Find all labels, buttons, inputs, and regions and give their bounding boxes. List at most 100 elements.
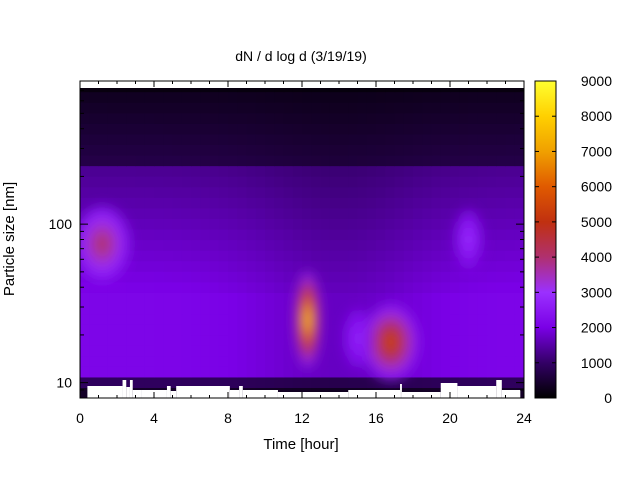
heatmap-cell	[283, 102, 294, 114]
heatmap-cell	[98, 102, 109, 114]
heatmap-cell	[181, 366, 192, 378]
heatmap-cell	[440, 345, 451, 357]
heatmap-cell	[431, 271, 442, 283]
heatmap-cell	[89, 366, 100, 378]
heatmap-cell	[487, 165, 497, 177]
heatmap-cell	[339, 88, 349, 93]
heatmap-cell	[477, 91, 488, 103]
heatmap-cell	[311, 186, 322, 198]
x-tick-label: 4	[150, 410, 158, 426]
heatmap-cell	[265, 302, 275, 315]
heatmap-cell	[514, 366, 524, 378]
heatmap-cell	[265, 345, 275, 357]
heatmap-cell	[209, 165, 220, 177]
heatmap-cell	[505, 207, 516, 219]
heatmap-cell	[514, 186, 524, 198]
heatmap-cell	[80, 387, 90, 398]
heatmap-cell	[181, 292, 192, 304]
heatmap-cell	[450, 91, 460, 103]
heatmap-cell	[505, 91, 516, 103]
heatmap-cell	[274, 91, 285, 103]
heatmap-cell	[98, 176, 109, 188]
heatmap-cell	[366, 88, 377, 93]
heatmap-cell	[329, 355, 340, 367]
heatmap-cell	[487, 376, 497, 389]
heatmap-cell	[154, 176, 164, 188]
heatmap-cell	[80, 112, 90, 124]
heatmap-cell	[348, 281, 359, 293]
heatmap-cell	[265, 123, 275, 135]
heatmap-cell	[514, 165, 524, 177]
heatmap-cell	[320, 186, 331, 198]
heatmap-cell	[154, 91, 164, 103]
heatmap-cell	[450, 102, 460, 114]
heatmap-cell	[348, 88, 359, 93]
heatmap-cell	[468, 88, 479, 93]
heatmap-cell	[505, 186, 516, 198]
heatmap-cell	[200, 102, 211, 114]
heatmap-cell	[320, 91, 331, 103]
heatmap-cell	[311, 112, 322, 124]
heatmap-cell	[302, 228, 312, 241]
heatmap-cell	[144, 260, 155, 272]
heatmap-cell	[302, 186, 312, 198]
heatmap-cell	[107, 313, 118, 325]
heatmap-cell	[126, 334, 137, 346]
heatmap-cell	[450, 345, 460, 357]
heatmap-cell	[431, 313, 442, 325]
heatmap-cell	[320, 207, 331, 219]
heatmap-cell	[477, 165, 488, 177]
heatmap-cell	[394, 176, 405, 188]
heatmap-cell	[431, 165, 442, 177]
heatmap-cell	[144, 355, 155, 367]
heatmap-cell	[329, 102, 340, 114]
y-axis-label: Particle size [nm]	[1, 182, 18, 296]
heatmap-cell	[440, 165, 451, 177]
heatmap-cell	[440, 376, 451, 389]
heatmap-cell	[172, 154, 183, 167]
heatmap-cell	[98, 123, 109, 135]
heatmap-cell	[80, 366, 90, 378]
heatmap-cell	[477, 176, 488, 188]
heatmap-cell	[117, 88, 127, 93]
heatmap-cell	[357, 292, 368, 304]
heatmap-cell	[218, 91, 229, 103]
heatmap-cell	[163, 176, 174, 188]
missing-data-gap	[348, 390, 401, 398]
heatmap-cell	[422, 281, 433, 293]
heatmap-cell	[163, 165, 174, 177]
heatmap-cell	[218, 133, 229, 145]
heatmap-cell	[209, 302, 220, 315]
heatmap-cell	[126, 197, 137, 209]
heatmap-cell	[274, 123, 285, 135]
heatmap-cell	[218, 376, 229, 389]
heatmap-cell	[403, 239, 414, 251]
heatmap-cell	[385, 88, 396, 93]
heatmap-cell	[172, 207, 183, 219]
heatmap-cell	[135, 313, 146, 325]
heatmap-cell	[320, 176, 331, 188]
heatmap-cell	[98, 197, 109, 209]
heatmap-cell	[468, 112, 479, 124]
heatmap-cell	[468, 345, 479, 357]
heatmap-cell	[228, 186, 238, 198]
heatmap-cell	[487, 91, 497, 103]
heatmap-cell	[265, 88, 275, 93]
heatmap-cell	[514, 239, 524, 251]
heatmap-cell	[107, 186, 118, 198]
heatmap-cell	[487, 281, 497, 293]
heatmap-cell	[357, 197, 368, 209]
heatmap-cell	[403, 133, 414, 145]
x-axis-label: Time [hour]	[263, 436, 338, 453]
heatmap-cell	[274, 144, 285, 156]
heatmap-cell	[376, 271, 386, 283]
heatmap-cell	[98, 292, 109, 304]
heatmap-cell	[283, 345, 294, 357]
heatmap-cell	[191, 260, 201, 272]
heatmap-cell	[255, 292, 266, 304]
heatmap-cell	[154, 207, 164, 219]
heatmap-cell	[89, 313, 100, 325]
heatmap-cell	[191, 281, 201, 293]
heatmap-cell	[514, 302, 524, 315]
heatmap-cell	[376, 165, 386, 177]
